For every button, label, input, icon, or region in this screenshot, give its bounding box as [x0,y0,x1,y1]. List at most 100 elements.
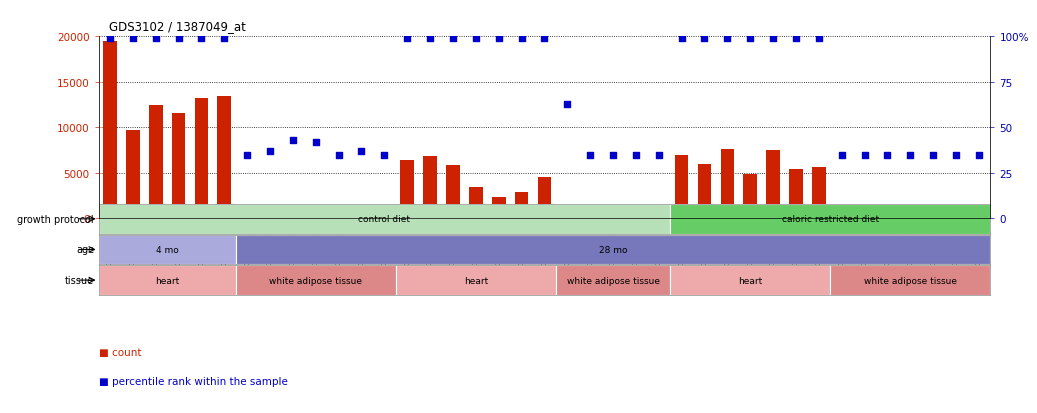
Point [788,36,805,42]
Bar [377,217,391,219]
Point [696,36,712,42]
Bar [99,235,235,265]
Bar [972,217,986,219]
Bar [125,131,140,219]
Text: GDS3102 / 1387049_at: GDS3102 / 1387049_at [109,20,246,33]
Point [147,36,164,42]
Bar [698,164,711,219]
Bar [766,151,780,219]
Point [261,148,278,155]
Text: age: age [76,245,94,255]
Point [102,36,118,42]
Point [719,36,735,42]
Bar [607,217,620,219]
Point [422,36,439,42]
Point [193,36,209,42]
Bar [670,266,831,295]
Point [650,152,667,159]
Point [765,36,782,42]
Bar [235,235,990,265]
Text: 4 mo: 4 mo [156,245,178,254]
Bar [812,168,825,219]
Bar [880,217,894,219]
Text: white adipose tissue: white adipose tissue [270,276,362,285]
Point [170,36,187,42]
Point [124,36,141,42]
Bar [469,187,482,219]
Bar [949,217,963,219]
Point [491,36,507,42]
Bar [903,217,917,219]
Point [741,36,758,42]
Bar [309,217,323,219]
Text: control diet: control diet [359,215,411,224]
Text: white adipose tissue: white adipose tissue [864,276,957,285]
Bar [583,217,597,219]
Point [239,152,255,159]
Point [948,152,964,159]
Bar [99,266,235,295]
Bar [286,217,300,219]
Bar [492,197,506,219]
Point [376,152,393,159]
Point [513,36,530,42]
Bar [263,216,277,219]
Bar [926,217,940,219]
Point [971,152,987,159]
Text: ■ percentile rank within the sample: ■ percentile rank within the sample [99,376,287,386]
Bar [446,165,459,219]
Bar [355,217,368,219]
Text: caloric restricted diet: caloric restricted diet [782,215,878,224]
Bar [560,217,574,219]
Bar [537,177,552,219]
Text: heart: heart [738,276,762,285]
Bar [835,217,848,219]
Point [879,152,896,159]
Point [399,36,416,42]
Text: 28 mo: 28 mo [598,245,627,254]
Bar [629,217,643,219]
Text: ■ count: ■ count [99,347,141,357]
Bar [235,266,396,295]
Bar [744,174,757,219]
Bar [675,155,689,219]
Point [468,36,484,42]
Point [582,152,598,159]
Text: white adipose tissue: white adipose tissue [566,276,660,285]
Point [902,152,919,159]
Text: heart: heart [464,276,488,285]
Text: growth protocol: growth protocol [18,214,94,224]
Bar [858,217,871,219]
Point [284,138,301,144]
Point [811,36,828,42]
Point [307,139,324,146]
Bar [332,217,345,219]
Point [331,152,347,159]
Bar [652,217,666,219]
Point [627,152,644,159]
Bar [721,150,734,219]
Bar [103,42,117,219]
Bar [396,266,556,295]
Bar [556,266,670,295]
Point [445,36,461,42]
Point [925,152,942,159]
Bar [241,217,254,219]
Bar [172,114,186,219]
Bar [514,192,529,219]
Point [559,101,576,108]
Bar [831,266,990,295]
Point [354,148,370,155]
Bar [218,97,231,219]
Bar [670,204,990,234]
Point [216,36,232,42]
Point [605,152,621,159]
Bar [423,157,437,219]
Point [536,36,553,42]
Text: tissue: tissue [65,275,94,285]
Point [834,152,850,159]
Bar [400,161,414,219]
Bar [789,170,803,219]
Bar [99,204,670,234]
Point [673,36,690,42]
